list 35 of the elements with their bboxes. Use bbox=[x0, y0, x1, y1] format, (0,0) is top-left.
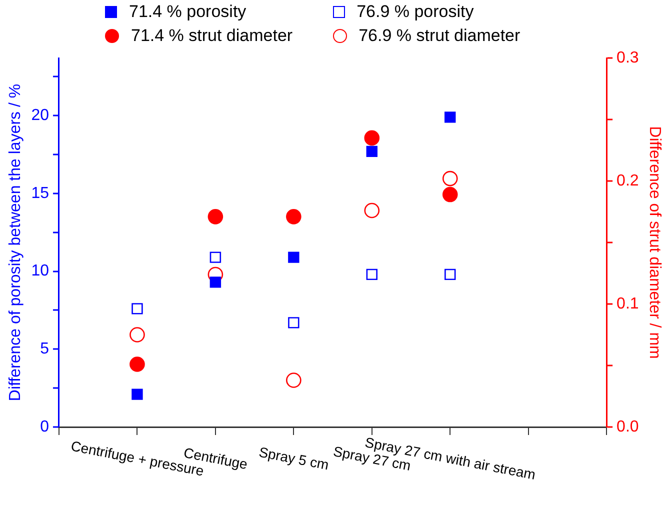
y2-tick-label: 0.3 bbox=[616, 49, 639, 66]
legend-label: 71.4 % porosity bbox=[129, 2, 246, 22]
point bbox=[210, 252, 222, 263]
legend-label: 71.4 % strut diameter bbox=[131, 26, 293, 46]
point bbox=[130, 327, 145, 342]
point bbox=[364, 202, 380, 218]
y-tick-label: 10 bbox=[31, 262, 50, 280]
legend-label: 76.9 % strut diameter bbox=[358, 26, 520, 46]
y2-axis-title: Difference of strut diameter / mm bbox=[646, 126, 663, 359]
point bbox=[286, 372, 302, 388]
point bbox=[288, 252, 300, 263]
point bbox=[444, 268, 456, 280]
point bbox=[132, 303, 143, 314]
y-tick-label: 15 bbox=[31, 184, 50, 202]
point bbox=[288, 317, 300, 328]
point bbox=[130, 356, 145, 372]
point bbox=[442, 170, 458, 186]
point bbox=[286, 209, 302, 224]
legend-label: 76.9 % porosity bbox=[356, 2, 474, 22]
y2-tick-label: 0.0 bbox=[616, 418, 639, 436]
point bbox=[366, 268, 378, 280]
x-tick-label: Spray 5 cm bbox=[258, 444, 330, 473]
point bbox=[364, 130, 380, 146]
point bbox=[444, 112, 456, 123]
point bbox=[210, 276, 222, 288]
point bbox=[442, 186, 458, 202]
y-tick-label: 20 bbox=[31, 107, 50, 124]
point bbox=[208, 209, 224, 224]
y-tick-label: 0 bbox=[40, 418, 50, 436]
y2-tick-label: 0.2 bbox=[616, 172, 639, 190]
y-tick-label: 5 bbox=[40, 340, 50, 358]
point bbox=[132, 388, 143, 400]
y2-tick-label: 0.1 bbox=[616, 295, 639, 312]
point bbox=[366, 146, 378, 158]
y-axis-title: Difference of porosity between the layers / % bbox=[7, 84, 24, 402]
